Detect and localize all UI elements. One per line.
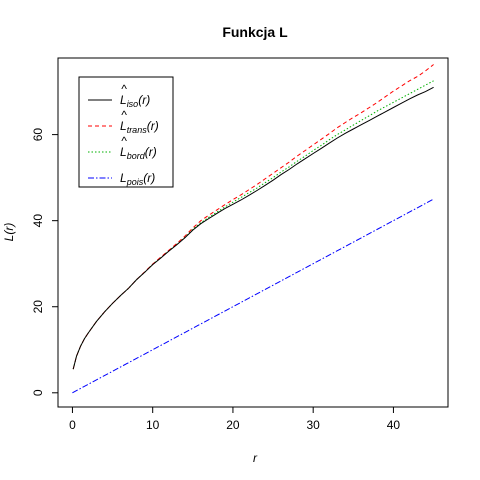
chart-title: Funkcja L: [222, 24, 288, 40]
y-axis-label: L(r): [2, 223, 16, 242]
legend-main: L: [120, 145, 127, 159]
legend-sub: pois: [126, 177, 144, 187]
x-tick-label: 40: [387, 418, 401, 432]
legend-box: [78, 76, 174, 188]
legend-sub: iso: [127, 99, 139, 109]
legend-label-trans: Ltrans(r): [120, 119, 159, 135]
y-axis: 0 20 40 60: [31, 128, 59, 396]
legend-hat-icon: ^: [121, 108, 127, 122]
y-tick-label: 40: [31, 214, 45, 228]
legend-hat-icon: ^: [121, 134, 127, 148]
y-tick-label: 60: [31, 128, 45, 142]
y-tick-label: 20: [31, 300, 45, 314]
legend-main: L: [120, 93, 127, 107]
legend-items: ^Liso(r)^Ltrans(r)^Lbord(r)Lpois(r): [88, 82, 159, 187]
legend: ^Liso(r)^Ltrans(r)^Lbord(r)Lpois(r): [78, 76, 174, 188]
legend-sub: bord: [127, 151, 146, 161]
series-line-pois: [72, 198, 434, 394]
series-line-iso: [72, 86, 434, 370]
legend-suffix: (r): [138, 93, 150, 107]
legend-suffix: (r): [147, 119, 159, 133]
x-axis: 0 10 20 30 40: [69, 406, 401, 432]
x-tick-label: 10: [146, 418, 160, 432]
legend-sub: trans: [127, 125, 148, 135]
legend-main: L: [120, 119, 127, 133]
series-layer: [72, 64, 434, 394]
legend-label-pois: Lpois(r): [120, 171, 155, 187]
legend-hat-icon: ^: [121, 82, 127, 96]
x-tick-label: 0: [69, 418, 76, 432]
legend-main: L: [120, 171, 127, 185]
legend-label-iso: Liso(r): [120, 93, 150, 109]
x-tick-label: 20: [226, 418, 240, 432]
legend-suffix: (r): [145, 145, 157, 159]
x-axis-label: r: [253, 451, 258, 465]
y-tick-label: 0: [31, 389, 45, 396]
x-tick-label: 30: [307, 418, 321, 432]
series-line-bord: [72, 80, 434, 370]
legend-label-bord: Lbord(r): [120, 145, 157, 161]
legend-suffix: (r): [143, 171, 155, 185]
